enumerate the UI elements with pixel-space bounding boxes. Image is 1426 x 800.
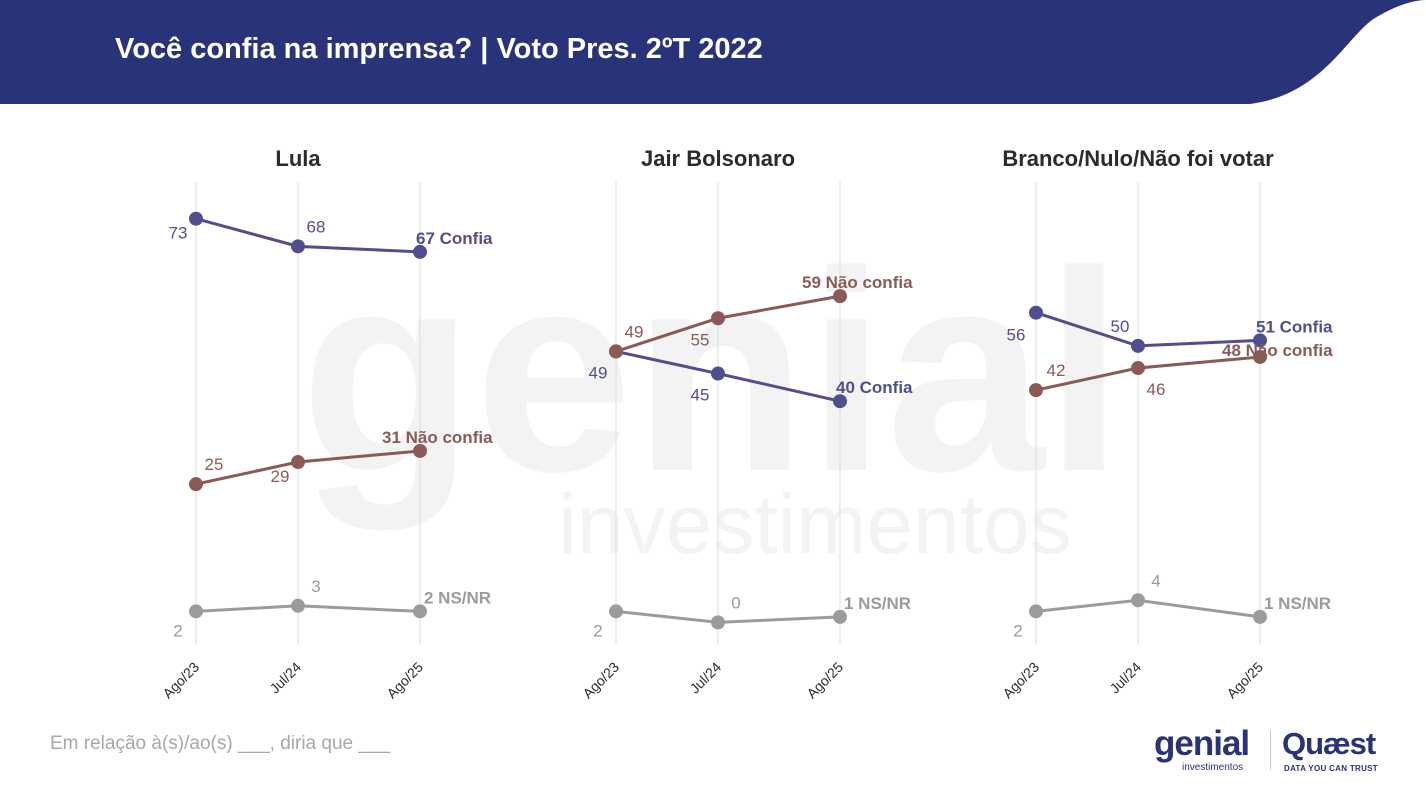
data-point (1253, 349, 1267, 364)
data-point (291, 455, 305, 470)
x-tick-label: Jul/24 (686, 659, 724, 697)
end-label: 59 Não confia (802, 273, 913, 292)
data-point (711, 366, 725, 381)
data-point (189, 604, 203, 619)
logo-divider (1270, 730, 1271, 770)
data-label: 49 (589, 363, 608, 382)
data-point (1029, 383, 1043, 398)
header-swoosh (1250, 0, 1426, 104)
data-point (189, 477, 203, 492)
series-line-ns-nr (1035, 598, 1261, 619)
data-point (413, 604, 427, 619)
genial-logo-sub: investimentos (1182, 762, 1244, 773)
x-tick-label: Ago/25 (803, 659, 846, 702)
data-label: 49 (625, 322, 644, 341)
data-point (1131, 361, 1145, 376)
data-label: 46 (1147, 380, 1166, 399)
end-label: 1 NS/NR (844, 594, 911, 613)
data-point (711, 311, 725, 326)
data-point (1029, 305, 1043, 320)
end-label: 48 Não confia (1222, 341, 1333, 360)
data-point (833, 394, 847, 409)
data-label: 29 (271, 467, 290, 486)
end-label: 2 NS/NR (424, 588, 491, 607)
data-label: 68 (307, 217, 326, 236)
x-tick-label: Ago/25 (1223, 659, 1266, 702)
chart-title: Lula (275, 146, 321, 171)
genial-logo: genial (1154, 724, 1250, 763)
data-point (1131, 338, 1145, 353)
data-label: 56 (1007, 326, 1026, 345)
series-line-n-o-confia (195, 449, 421, 486)
series-line-n-o-confia (615, 294, 841, 353)
logos: genial investimentos Quæst DATA YOU CAN … (1150, 724, 1400, 776)
data-label: 0 (731, 593, 740, 612)
data-point (413, 443, 427, 458)
data-label: 73 (169, 224, 188, 243)
data-point (1131, 593, 1145, 608)
data-point (833, 609, 847, 624)
x-tick-label: Jul/24 (266, 659, 304, 697)
end-label: 40 Confia (836, 378, 913, 397)
data-label: 25 (205, 455, 224, 474)
chart-title: Jair Bolsonaro (641, 146, 795, 171)
data-point (833, 289, 847, 304)
series-line-ns-nr (615, 609, 841, 624)
data-label: 2 (173, 621, 182, 640)
chart-title: Branco/Nulo/Não foi votar (1002, 146, 1274, 171)
data-label: 3 (311, 577, 320, 596)
data-point (291, 239, 305, 254)
x-tick-label: Ago/25 (383, 659, 426, 702)
data-point (189, 211, 203, 226)
data-point (413, 244, 427, 259)
page-title: Você confia na imprensa? | Voto Pres. 2º… (115, 33, 763, 65)
data-label: 55 (691, 330, 710, 349)
header-bar: Você confia na imprensa? | Voto Pres. 2º… (0, 0, 1426, 104)
data-point (291, 598, 305, 613)
end-label: 51 Confia (1256, 317, 1333, 336)
data-point (609, 344, 623, 359)
data-label: 42 (1047, 361, 1066, 380)
end-label: 31 Não confia (382, 428, 493, 447)
data-point (609, 604, 623, 619)
end-label: 67 Confia (416, 229, 493, 248)
series-line-ns-nr (195, 604, 421, 613)
data-point (1029, 604, 1043, 619)
data-point (711, 615, 725, 630)
data-label: 2 (1013, 621, 1022, 640)
data-point (1253, 333, 1267, 348)
x-tick-label: Ago/23 (159, 659, 202, 702)
end-label: 1 NS/NR (1264, 594, 1331, 613)
x-tick-label: Ago/23 (999, 659, 1042, 702)
watermark-sub: investimentos (558, 477, 1072, 571)
series-line-confia (615, 349, 841, 403)
x-tick-label: Ago/23 (579, 659, 622, 702)
quaest-logo: Quæst (1282, 726, 1376, 761)
data-point (1253, 609, 1267, 624)
footnote: Em relação à(s)/ao(s) ___, diria que ___ (50, 733, 391, 754)
x-tick-label: Jul/24 (1106, 659, 1144, 697)
quaest-logo-sub: DATA YOU CAN TRUST (1284, 764, 1378, 773)
data-label: 50 (1111, 317, 1130, 336)
data-label: 45 (691, 386, 710, 405)
data-label: 2 (593, 621, 602, 640)
data-label: 4 (1151, 571, 1160, 590)
